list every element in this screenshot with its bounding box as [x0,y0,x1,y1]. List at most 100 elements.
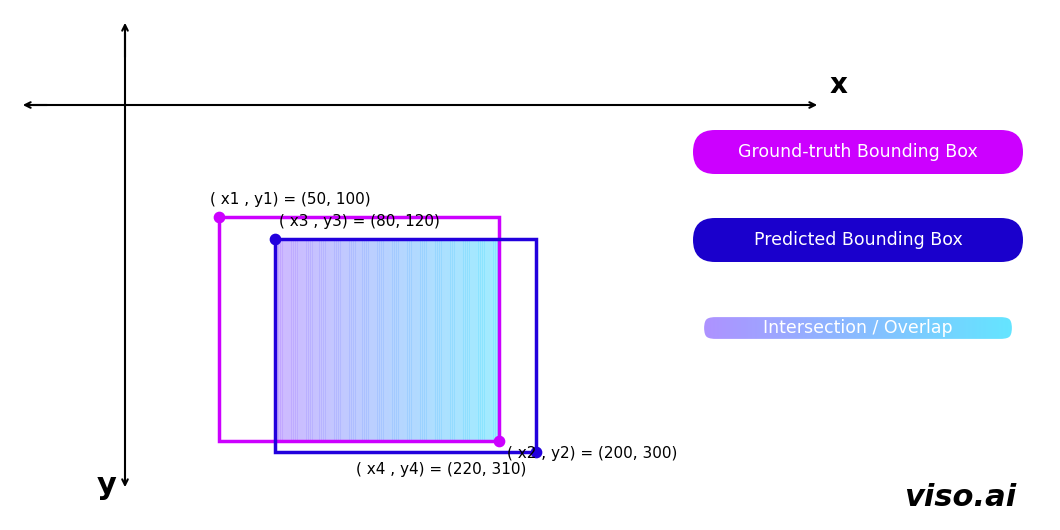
Bar [453,240,455,441]
FancyBboxPatch shape [838,306,842,350]
FancyBboxPatch shape [873,306,877,350]
FancyBboxPatch shape [792,306,795,350]
FancyBboxPatch shape [955,306,958,350]
Bar [336,240,339,441]
Bar [473,240,475,441]
FancyBboxPatch shape [861,306,864,350]
Bar [321,240,323,441]
FancyBboxPatch shape [816,306,819,350]
Text: y: y [98,471,117,500]
FancyBboxPatch shape [858,306,861,350]
FancyBboxPatch shape [693,130,1023,174]
Bar [382,240,384,441]
Bar [422,240,425,441]
FancyBboxPatch shape [966,306,969,350]
FancyBboxPatch shape [1005,306,1009,350]
Bar [365,240,367,441]
Bar [346,240,348,441]
Bar [338,240,340,441]
FancyBboxPatch shape [1008,306,1011,350]
FancyBboxPatch shape [869,306,872,350]
FancyBboxPatch shape [851,306,854,350]
FancyBboxPatch shape [735,306,738,350]
FancyBboxPatch shape [700,306,703,350]
FancyBboxPatch shape [990,306,993,350]
FancyBboxPatch shape [759,306,762,350]
Point [210,213,227,221]
FancyBboxPatch shape [992,306,995,350]
FancyBboxPatch shape [834,306,837,350]
FancyBboxPatch shape [712,306,716,350]
FancyBboxPatch shape [761,306,764,350]
FancyBboxPatch shape [718,306,721,350]
Bar [353,240,355,441]
FancyBboxPatch shape [708,306,711,350]
FancyBboxPatch shape [763,306,766,350]
Bar [385,240,387,441]
FancyBboxPatch shape [825,306,828,350]
FancyBboxPatch shape [798,306,801,350]
FancyBboxPatch shape [755,306,758,350]
Bar [308,240,311,441]
FancyBboxPatch shape [814,306,817,350]
Bar [394,240,396,441]
Bar [367,240,369,441]
FancyBboxPatch shape [697,306,701,350]
FancyBboxPatch shape [935,306,938,350]
FancyBboxPatch shape [908,306,912,350]
FancyBboxPatch shape [722,306,725,350]
Bar [463,240,465,441]
Bar [387,240,389,441]
FancyBboxPatch shape [880,306,883,350]
Bar [348,240,350,441]
FancyBboxPatch shape [693,218,1023,262]
FancyBboxPatch shape [783,306,787,350]
FancyBboxPatch shape [843,306,846,350]
FancyBboxPatch shape [704,306,707,350]
FancyBboxPatch shape [849,306,852,350]
Bar [277,240,279,441]
FancyBboxPatch shape [730,306,734,350]
Bar [424,240,426,441]
Bar [426,240,428,441]
FancyBboxPatch shape [796,306,799,350]
Text: Ground-truth Bounding Box: Ground-truth Bounding Box [738,143,978,161]
FancyBboxPatch shape [902,306,905,350]
FancyBboxPatch shape [724,306,727,350]
FancyBboxPatch shape [772,306,776,350]
Bar [303,240,305,441]
Bar [417,240,419,441]
Bar [443,240,445,441]
FancyBboxPatch shape [1003,306,1006,350]
Bar [413,240,416,441]
Text: Predicted Bounding Box: Predicted Bounding Box [754,231,962,249]
Bar [484,240,487,441]
FancyBboxPatch shape [863,306,866,350]
FancyBboxPatch shape [853,306,856,350]
FancyBboxPatch shape [970,306,973,350]
Bar [282,240,284,441]
FancyBboxPatch shape [943,306,947,350]
Bar [351,240,354,441]
FancyBboxPatch shape [753,306,756,350]
Bar [284,240,286,441]
FancyBboxPatch shape [803,306,807,350]
Bar [374,240,376,441]
Bar [343,240,347,441]
Bar [275,240,536,452]
Bar [390,240,393,441]
FancyBboxPatch shape [968,306,971,350]
Text: ( x2 , y2) = (200, 300): ( x2 , y2) = (200, 300) [507,446,677,461]
FancyBboxPatch shape [896,306,899,350]
Bar [446,240,449,441]
FancyBboxPatch shape [827,306,830,350]
FancyBboxPatch shape [957,306,960,350]
Bar [331,240,333,441]
Bar [289,240,292,441]
Bar [450,240,453,441]
FancyBboxPatch shape [977,306,980,350]
FancyBboxPatch shape [744,306,747,350]
Bar [355,240,357,441]
FancyBboxPatch shape [982,306,985,350]
FancyBboxPatch shape [886,306,889,350]
